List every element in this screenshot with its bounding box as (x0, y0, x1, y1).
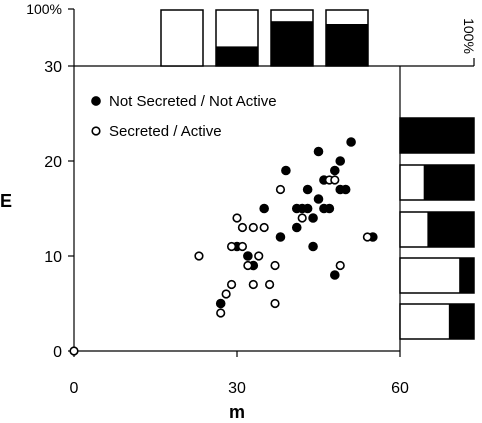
top-marginal-bars (160, 9, 369, 67)
legend-label-not-secreted: Not Secreted / Not Active (109, 93, 277, 110)
y-ticks: 0 10 20 30 (44, 59, 74, 361)
point-not-secreted-0 (215, 298, 226, 309)
y-tick-label-30: 30 (44, 59, 62, 76)
point-not-secreted-5 (281, 165, 291, 176)
point-secreted-11 (248, 279, 258, 290)
right-bin-fill-3 (459, 258, 474, 293)
point-not-secreted-14 (313, 146, 324, 157)
top-bin-fill-3 (326, 24, 368, 66)
point-not-secreted-20 (329, 165, 340, 176)
point-secreted-22 (362, 232, 373, 242)
legend-label-secreted: Secreted / Active (109, 123, 222, 140)
point-secreted-20 (330, 175, 340, 185)
point-secreted-2 (216, 308, 226, 318)
point-secreted-0 (69, 346, 79, 356)
point-not-secreted-11 (302, 203, 313, 214)
point-secreted-8 (237, 241, 248, 252)
x-tick-label-0: 0 (70, 380, 79, 397)
point-secreted-10 (248, 222, 258, 233)
point-secreted-15 (270, 298, 280, 309)
point-secreted-17 (275, 184, 286, 195)
point-secreted-14 (265, 279, 275, 290)
point-not-secreted-19 (329, 270, 340, 280)
point-not-secreted-15 (313, 194, 324, 204)
point-not-secreted-2 (243, 251, 253, 261)
y-tick-label-10: 10 (44, 249, 62, 266)
point-secreted-13 (259, 222, 269, 233)
point-secreted-18 (297, 213, 307, 223)
x-ticks: 0 30 60 (70, 351, 409, 397)
right-bin-fill-1 (423, 165, 474, 200)
right-marginal-scale-label: 100% (461, 18, 477, 54)
point-not-secreted-10 (302, 184, 313, 195)
point-secreted-12 (254, 251, 264, 261)
top-bin-fill-1 (216, 46, 258, 66)
x-axis-title: m (229, 402, 245, 422)
point-secreted-21 (335, 260, 345, 271)
right-bin-fill-0 (400, 118, 474, 153)
point-secreted-5 (226, 279, 237, 290)
point-not-secreted-13 (308, 241, 318, 252)
point-not-secreted-12 (308, 213, 318, 223)
point-not-secreted-24 (346, 137, 356, 147)
y-tick-label-20: 20 (44, 154, 62, 171)
point-secreted-3 (221, 289, 231, 299)
x-tick-label-60: 60 (391, 380, 409, 397)
right-bin-fill-2 (427, 212, 474, 247)
point-not-secreted-21 (335, 156, 346, 166)
point-secreted-6 (232, 213, 242, 223)
top-bin-fill-2 (271, 21, 313, 66)
top-bin-frame-0 (160, 9, 204, 67)
point-not-secreted-18 (324, 203, 335, 214)
point-not-secreted-7 (291, 222, 302, 233)
top-marginal-histogram: 100% (26, 1, 369, 67)
legend: Not Secreted / Not Active Secreted / Act… (91, 93, 277, 140)
point-not-secreted-23 (340, 184, 351, 195)
right-marginal-histogram: 100% (399, 18, 477, 340)
top-marginal-scale-label: 100% (26, 1, 62, 17)
data-points (69, 137, 378, 356)
x-tick-label-30: 30 (228, 380, 246, 397)
y-axis-title: E (0, 191, 12, 211)
right-bin-fill-4 (448, 304, 474, 339)
point-secreted-9 (243, 260, 253, 271)
point-secreted-16 (270, 260, 280, 271)
right-marginal-bars (399, 117, 475, 340)
point-secreted-4 (226, 241, 237, 252)
legend-marker-secreted (91, 126, 101, 136)
legend-marker-not-secreted (91, 96, 101, 106)
main-plot: 0 10 20 30 0 30 60 m E (0, 59, 409, 422)
point-not-secreted-6 (275, 232, 286, 242)
point-secreted-7 (237, 222, 248, 233)
y-tick-label-0: 0 (53, 344, 62, 361)
point-secreted-1 (194, 251, 204, 261)
point-not-secreted-4 (259, 203, 269, 214)
